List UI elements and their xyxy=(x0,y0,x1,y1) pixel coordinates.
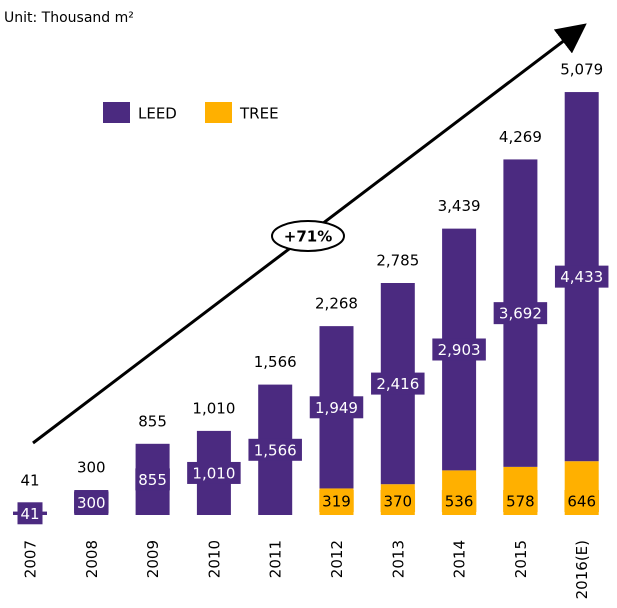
total-label: 855 xyxy=(138,412,167,430)
value-label-box xyxy=(187,461,241,484)
value-label: 855 xyxy=(138,471,167,489)
value-label: 370 xyxy=(383,493,412,511)
value-label: 4,433 xyxy=(560,268,603,286)
total-label: 3,439 xyxy=(438,197,481,215)
value-label-box xyxy=(493,302,548,325)
x-tick-label: 2010 xyxy=(205,540,223,578)
value-label-box xyxy=(380,490,416,512)
x-tick-label: 2014 xyxy=(451,540,469,578)
legend-label: LEED xyxy=(138,105,177,123)
value-label-box xyxy=(503,490,538,512)
value-label-box xyxy=(564,490,599,512)
x-tick-label: 2016(E) xyxy=(573,540,591,599)
value-label-box xyxy=(248,438,302,461)
total-label: 4,269 xyxy=(499,128,542,146)
total-label: 41 xyxy=(20,472,39,490)
value-label: 319 xyxy=(322,493,351,511)
total-label: 300 xyxy=(77,459,106,477)
value-label: 1,010 xyxy=(192,464,235,482)
total-label: 2,785 xyxy=(376,252,419,270)
value-label-box xyxy=(441,490,477,512)
value-label: 646 xyxy=(567,493,596,511)
total-label: 5,079 xyxy=(560,61,603,79)
value-label-box xyxy=(17,502,43,525)
value-label: 2,416 xyxy=(376,375,419,393)
total-label: 1,010 xyxy=(192,399,235,417)
x-tick-label: 2007 xyxy=(22,540,40,578)
annotation-oval xyxy=(271,220,345,252)
value-label: 578 xyxy=(506,493,535,511)
x-tick-label: 2012 xyxy=(328,540,346,578)
value-label: 300 xyxy=(77,494,106,512)
legend-label: TREE xyxy=(239,105,279,123)
total-label: 2,268 xyxy=(315,295,358,313)
value-label-box xyxy=(135,468,170,491)
value-label-box xyxy=(371,372,425,395)
annotation: +71% xyxy=(284,228,332,246)
value-label-box xyxy=(74,491,109,514)
value-label-box xyxy=(309,396,364,419)
subtitle: Unit: Thousand m² xyxy=(4,10,134,26)
total-label: 1,566 xyxy=(254,353,297,371)
value-label: 536 xyxy=(445,493,474,511)
x-tick-label: 2008 xyxy=(83,540,101,578)
value-label-box xyxy=(432,338,486,361)
legend-swatch xyxy=(205,102,232,123)
value-label: 1,566 xyxy=(254,441,297,459)
value-label-box xyxy=(319,490,354,512)
value-label: 2,903 xyxy=(438,341,481,359)
x-tick-label: 2013 xyxy=(389,540,407,578)
x-tick-label: 2009 xyxy=(144,540,162,578)
value-label-box xyxy=(554,265,609,288)
legend-swatch xyxy=(103,102,130,123)
value-label: 1,949 xyxy=(315,399,358,417)
x-tick-label: 2011 xyxy=(267,540,285,578)
value-label: 3,692 xyxy=(499,305,542,323)
value-label: 41 xyxy=(20,505,39,523)
x-tick-label: 2015 xyxy=(512,540,530,578)
